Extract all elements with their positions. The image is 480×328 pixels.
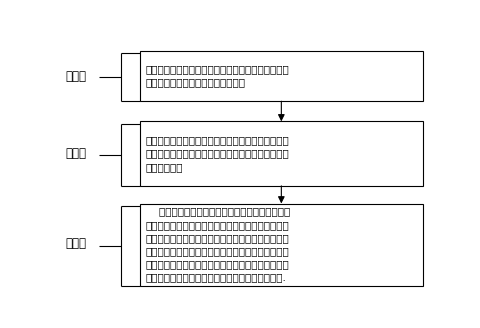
Text: 根据每个模拟卫星的运动模式，控制台预先设定各个
模拟卫星的运动轨迹参数，规划第一从星及第二从星
的运动轨迹；: 根据每个模拟卫星的运动模式，控制台预先设定各个 模拟卫星的运动轨迹参数，规划第一… bbox=[145, 135, 289, 172]
Text: 步骤三: 步骤三 bbox=[66, 237, 86, 251]
Text: 实时测量各颗模拟卫星在所述的仿真平台上的实
时测量数据；所述的实时测量数据是指每颗模拟星的
位置数据、角度数据和角速度数据；并将实时测量获
得的实时测量数据在各: 实时测量各颗模拟卫星在所述的仿真平台上的实 时测量数据；所述的实时测量数据是指每… bbox=[145, 207, 290, 282]
Bar bbox=[140, 203, 423, 286]
Text: 将三颗模拟卫星分别设定为主星、第一从星及第二从
星，并确定各模拟卫星的运动模式；: 将三颗模拟卫星分别设定为主星、第一从星及第二从 星，并确定各模拟卫星的运动模式； bbox=[145, 64, 289, 88]
Text: 步骤一: 步骤一 bbox=[66, 70, 86, 83]
Text: 步骤二: 步骤二 bbox=[66, 147, 86, 160]
Bar bbox=[140, 51, 423, 101]
Bar bbox=[140, 121, 423, 186]
